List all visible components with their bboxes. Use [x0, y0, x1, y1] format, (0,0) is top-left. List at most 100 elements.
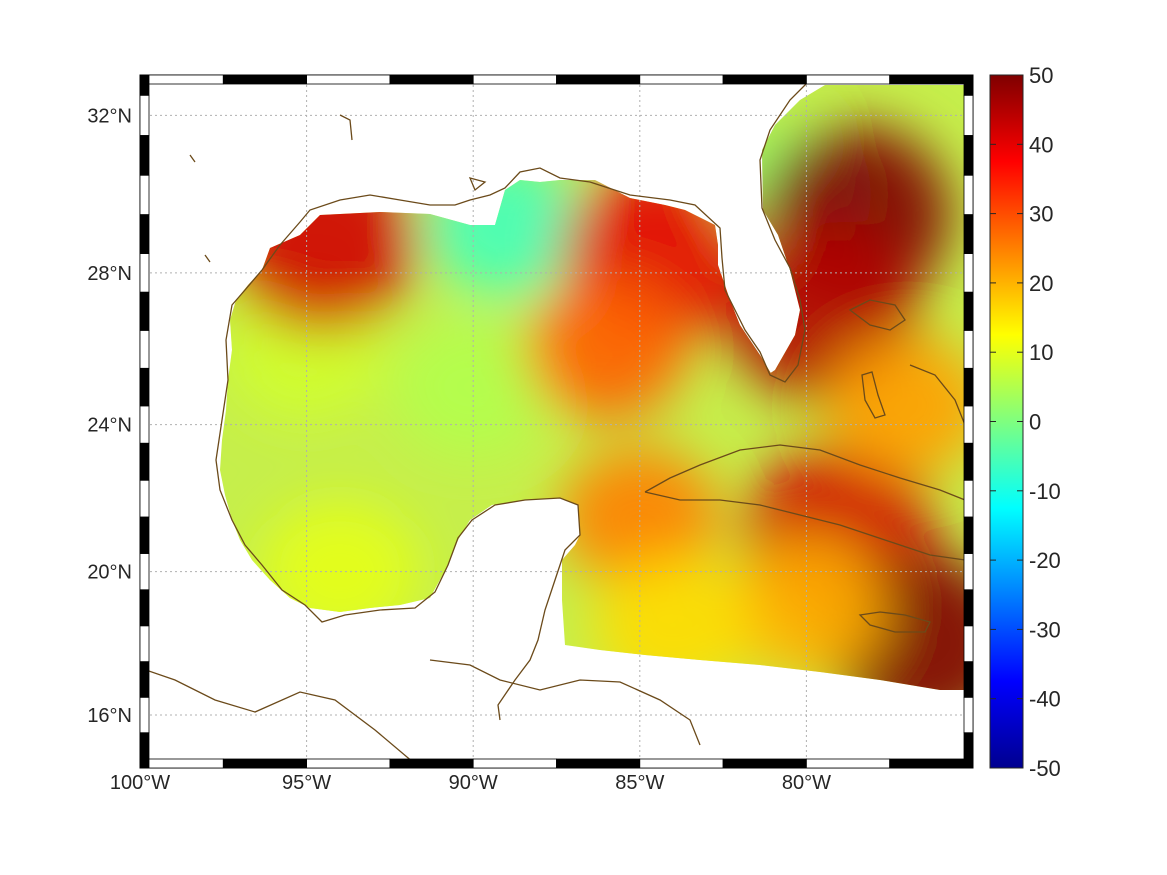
frame-band-bottom	[306, 758, 391, 769]
frame-band-bottom	[722, 758, 807, 769]
frame-band-right	[963, 625, 974, 663]
frame-band-right	[963, 442, 974, 481]
colorbar-tick-label: -10	[1029, 479, 1061, 504]
frame-bands	[139, 74, 974, 769]
frame-band-right	[963, 553, 974, 591]
frame-band-left	[139, 516, 150, 554]
frame-band-right	[963, 405, 974, 444]
lon-tick-label: 95°W	[282, 772, 331, 794]
longitude-tick-labels: 100°W 95°W 90°W 85°W 80°W	[110, 772, 831, 794]
colorbar: 50 40 30 20 10 0 -10 -20 -30 -40 -50	[989, 63, 1061, 781]
frame-band-bottom	[806, 758, 891, 769]
frame-band-left	[139, 625, 150, 663]
frame-band-top	[222, 74, 308, 85]
colorbar-tick-label: 30	[1029, 202, 1053, 227]
coastline-jamaica	[858, 611, 931, 633]
field-spot-bahamas	[826, 335, 965, 476]
frame-band-right	[963, 174, 974, 215]
frame-band-right	[963, 516, 974, 554]
frame-band-top	[472, 74, 557, 85]
colorbar-ticks: 50 40 30 20 10 0 -10 -20 -30 -40 -50	[990, 63, 1061, 781]
coastlines	[140, 75, 966, 768]
lat-tick-label: 24°N	[87, 415, 132, 437]
frame-band-right	[963, 135, 974, 176]
frame-band-top	[889, 74, 974, 85]
coastline-honduras	[429, 659, 701, 746]
lon-tick-label: 90°W	[449, 772, 498, 794]
frame-band-left	[139, 553, 150, 591]
frame-band-top	[139, 74, 224, 85]
lat-tick-label: 16°N	[87, 705, 132, 727]
frame-band-bottom	[556, 758, 641, 769]
frame-band-right	[963, 94, 974, 136]
lon-tick-label: 100°W	[110, 772, 170, 794]
field-spot-central-gulf	[393, 317, 554, 458]
coastline-cuba	[644, 444, 966, 561]
frame-band-right	[963, 214, 974, 254]
colorbar-tick-label: 10	[1029, 340, 1053, 365]
frame-band-left	[139, 329, 150, 369]
frame-band-right	[963, 696, 974, 734]
frame-band-bottom	[472, 758, 557, 769]
frame-band-bottom	[639, 758, 724, 769]
frame-band-left	[139, 74, 150, 96]
coastline-bahamas-1	[848, 299, 906, 331]
frame-band-right	[963, 732, 974, 769]
frame-band-left	[139, 405, 150, 444]
frame-band-left	[139, 253, 150, 293]
frame-band-right	[963, 479, 974, 518]
coastline-small-islands	[189, 114, 487, 263]
coastline-gulf-mainland	[140, 667, 421, 768]
frame-band-bottom	[139, 758, 224, 769]
colorbar-tick-label: -40	[1029, 687, 1061, 712]
frame-band-left	[139, 732, 150, 769]
coastline-us-gulf	[261, 75, 816, 383]
field-spot-central-caribbean	[726, 537, 887, 678]
frame-band-left	[139, 367, 150, 407]
frame-band-right	[963, 589, 974, 627]
colorbar-tick-label: 0	[1029, 410, 1041, 435]
colorbar-tick-label: -30	[1029, 617, 1061, 642]
colorbar-tick-label: 40	[1029, 132, 1053, 157]
frame-band-bottom	[222, 758, 308, 769]
field-spot-eastern-gulf	[526, 279, 687, 420]
lat-tick-label: 32°N	[87, 105, 132, 127]
frame-band-right	[963, 367, 974, 407]
frame-band-bottom	[389, 758, 474, 769]
colorbar-tick-label: 20	[1029, 271, 1053, 296]
frame-band-left	[139, 174, 150, 215]
frame-band-right	[963, 329, 974, 369]
frame-band-left	[139, 661, 150, 698]
colorbar-tick-label: -20	[1029, 548, 1061, 573]
lat-tick-label: 20°N	[87, 562, 132, 584]
frame-band-top	[722, 74, 807, 85]
frame-band-left	[139, 291, 150, 331]
frame-band-top	[806, 74, 891, 85]
frame-band-left	[139, 135, 150, 176]
frame-band-top	[556, 74, 641, 85]
lat-tick-label: 28°N	[87, 263, 132, 285]
frame-band-left	[139, 589, 150, 627]
frame-band-left	[139, 214, 150, 254]
colorbar-tick-label: -50	[1029, 756, 1061, 781]
lon-tick-label: 80°W	[782, 772, 831, 794]
frame-band-left	[139, 94, 150, 136]
frame-band-bottom	[889, 758, 974, 769]
coastline-mexico-east	[215, 269, 581, 721]
coastline-bahamas-2	[861, 371, 886, 419]
frame-band-left	[139, 442, 150, 481]
graticule	[140, 75, 973, 768]
frame-band-right	[963, 74, 974, 96]
frame-band-left	[139, 696, 150, 734]
frame-band-left	[139, 479, 150, 518]
lon-tick-label: 85°W	[615, 772, 664, 794]
frame-band-top	[306, 74, 391, 85]
coastline-bahamas-3	[909, 364, 966, 426]
frame-band-top	[639, 74, 724, 85]
frame-band-right	[963, 661, 974, 698]
latitude-tick-labels: 32°N 28°N 24°N 20°N 16°N	[87, 105, 132, 727]
frame-band-top	[389, 74, 474, 85]
frame-band-right	[963, 253, 974, 293]
frame-band-right	[963, 291, 974, 331]
